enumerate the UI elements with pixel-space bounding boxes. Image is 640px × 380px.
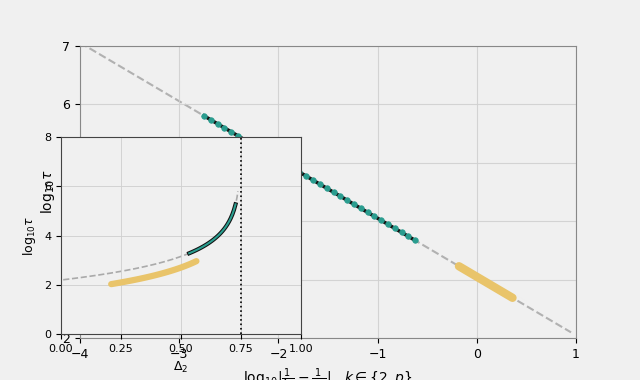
Y-axis label: log$_{10}\tau$: log$_{10}\tau$ [39, 169, 57, 214]
Y-axis label: log$_{10}\tau$: log$_{10}\tau$ [21, 215, 38, 256]
X-axis label: log$_{10}|\frac{1}{\Delta_k} - \frac{1}{\Delta_k^*}|$   $k \in \{2, p\}$: log$_{10}|\frac{1}{\Delta_k} - \frac{1}{… [243, 366, 413, 380]
X-axis label: $\Delta_2$: $\Delta_2$ [173, 360, 188, 375]
